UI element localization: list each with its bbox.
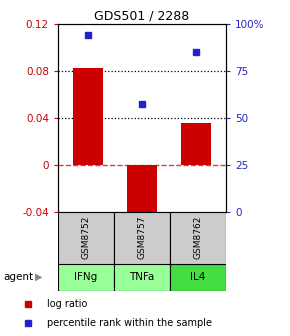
Bar	[58, 264, 114, 291]
Bar	[170, 264, 226, 291]
Text: GSM8757: GSM8757	[137, 216, 147, 259]
Bar	[170, 212, 226, 264]
Bar	[114, 264, 170, 291]
Bar	[58, 212, 114, 264]
Text: percentile rank within the sample: percentile rank within the sample	[46, 318, 211, 328]
Title: GDS501 / 2288: GDS501 / 2288	[95, 9, 190, 23]
Text: ▶: ▶	[35, 272, 43, 282]
Bar	[114, 212, 170, 264]
Text: agent: agent	[3, 272, 33, 282]
Text: GSM8752: GSM8752	[81, 216, 90, 259]
Bar	[127, 165, 157, 220]
Bar	[182, 124, 211, 165]
Text: IFNg: IFNg	[75, 272, 98, 282]
Text: TNFa: TNFa	[129, 272, 155, 282]
Text: IL4: IL4	[191, 272, 206, 282]
Bar	[73, 68, 103, 165]
Text: GSM8762: GSM8762	[194, 216, 203, 259]
Text: log ratio: log ratio	[46, 299, 87, 309]
